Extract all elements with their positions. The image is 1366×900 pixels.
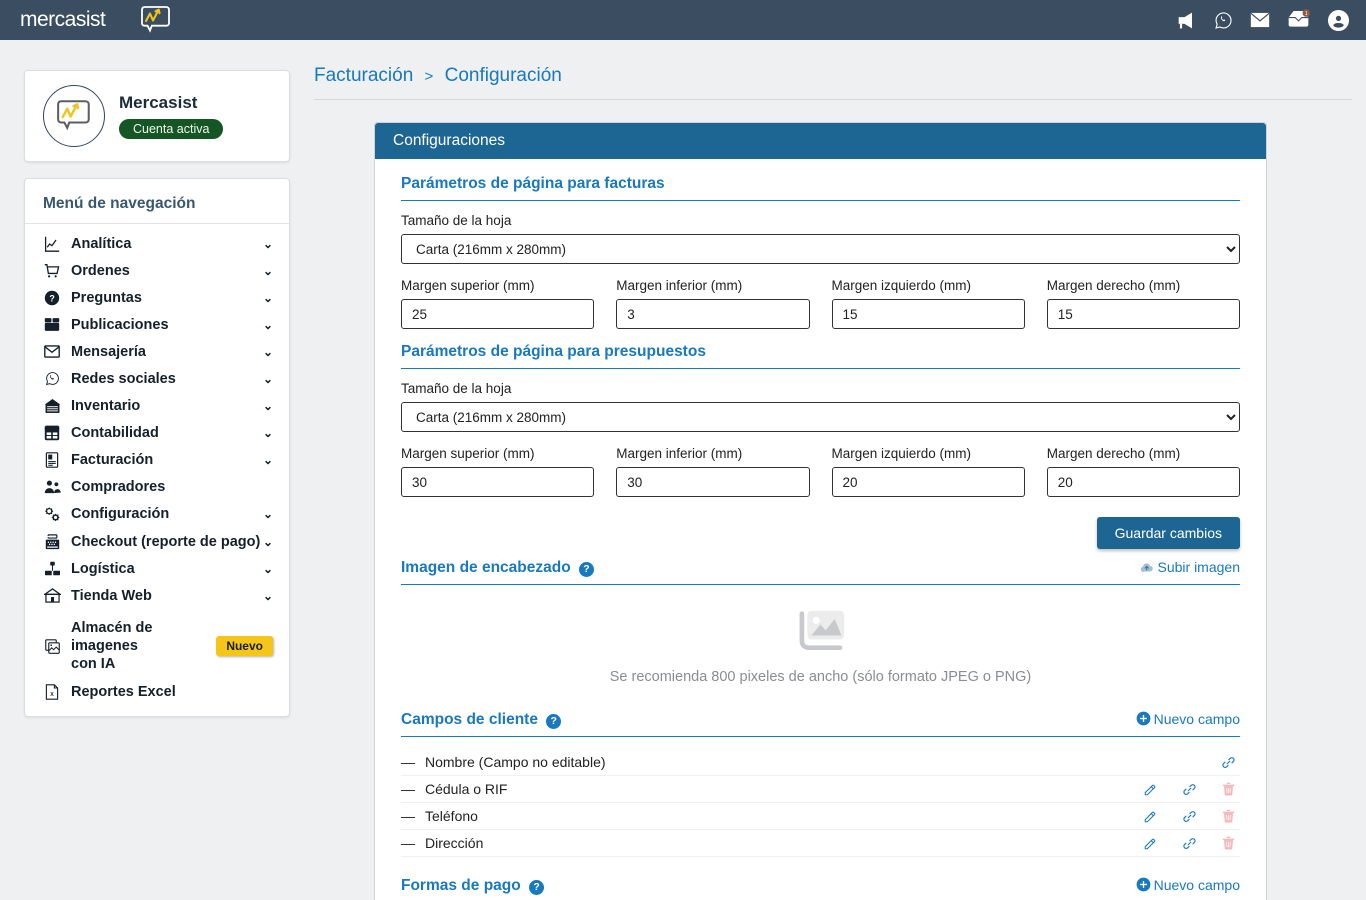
svg-text:?: ? bbox=[49, 293, 54, 303]
svg-text:mercasist: mercasist bbox=[20, 8, 106, 31]
svg-text:X: X bbox=[50, 692, 54, 698]
svg-text:1: 1 bbox=[1305, 11, 1308, 17]
